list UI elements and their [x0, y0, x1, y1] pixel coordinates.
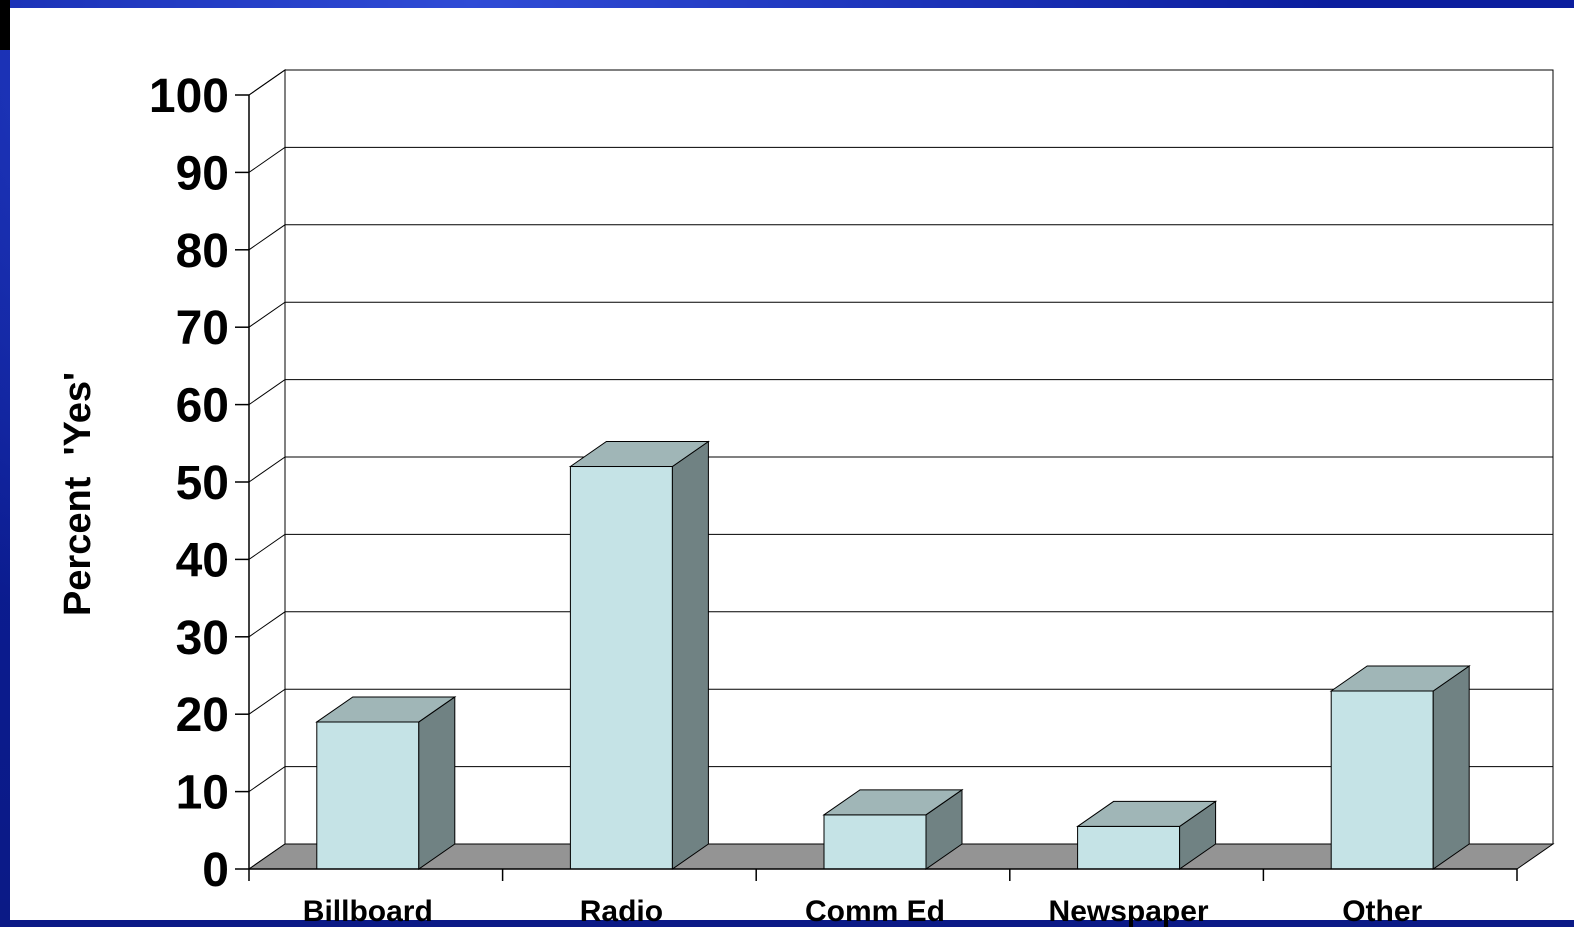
- bar-front: [316, 721, 420, 870]
- gridline: [248, 456, 1553, 483]
- y-tick-label: 90: [176, 147, 229, 200]
- bar: [1329, 665, 1471, 870]
- y-tick-label: 30: [176, 612, 229, 665]
- gridline: [248, 688, 1553, 715]
- gridline: [248, 766, 1553, 793]
- bar-top: [315, 696, 457, 723]
- x-category-label: Newspaper: [1049, 895, 1209, 927]
- y-tick-label: 80: [176, 225, 229, 278]
- bar-top: [822, 789, 964, 816]
- gridline: [248, 379, 1553, 406]
- y-axis: 0 10 20 30 40 50 60 70 80 90 100: [149, 70, 250, 897]
- bar-top: [568, 441, 710, 468]
- bar-front: [823, 814, 927, 870]
- x-category-label: Radio: [580, 895, 663, 927]
- x-axis: Billboard Radio Comm Ed Newspaper Other: [248, 868, 1518, 927]
- y-tick-label: 0: [202, 844, 229, 897]
- x-category-label: Billboard: [303, 895, 433, 927]
- y-tick-label: 40: [176, 534, 229, 587]
- bars: [315, 440, 1471, 870]
- bar: [822, 788, 964, 870]
- y-tick-label: 10: [176, 767, 229, 820]
- bar-top: [1329, 665, 1471, 692]
- x-category-label: Comm Ed: [805, 895, 945, 927]
- slide-corner-mark: [0, 0, 10, 50]
- bar-side: [671, 440, 709, 870]
- gridline: [248, 301, 1553, 328]
- y-tick-label: 50: [176, 457, 229, 510]
- bar-side: [1432, 665, 1470, 870]
- y-tick-label: 60: [176, 380, 229, 433]
- bar-front: [1330, 690, 1434, 870]
- gridline: [248, 69, 1553, 96]
- bar: [568, 440, 710, 870]
- y-tick-label: 100: [149, 70, 229, 123]
- y-tick-label: 20: [176, 689, 229, 742]
- gridlines: [248, 69, 1553, 793]
- gridline: [248, 611, 1553, 638]
- x-category-label: Other: [1342, 895, 1422, 927]
- bar: [1076, 800, 1218, 870]
- bar-side: [418, 695, 456, 870]
- y-axis-title: Percent 'Yes': [57, 372, 99, 616]
- gridline: [248, 224, 1553, 251]
- bar-front: [1077, 825, 1181, 870]
- bar-top: [1076, 800, 1218, 827]
- bar: [315, 695, 457, 870]
- y-tick-label: 70: [176, 302, 229, 355]
- gridline: [248, 533, 1553, 560]
- gridline: [248, 146, 1553, 173]
- bar-front: [569, 466, 673, 870]
